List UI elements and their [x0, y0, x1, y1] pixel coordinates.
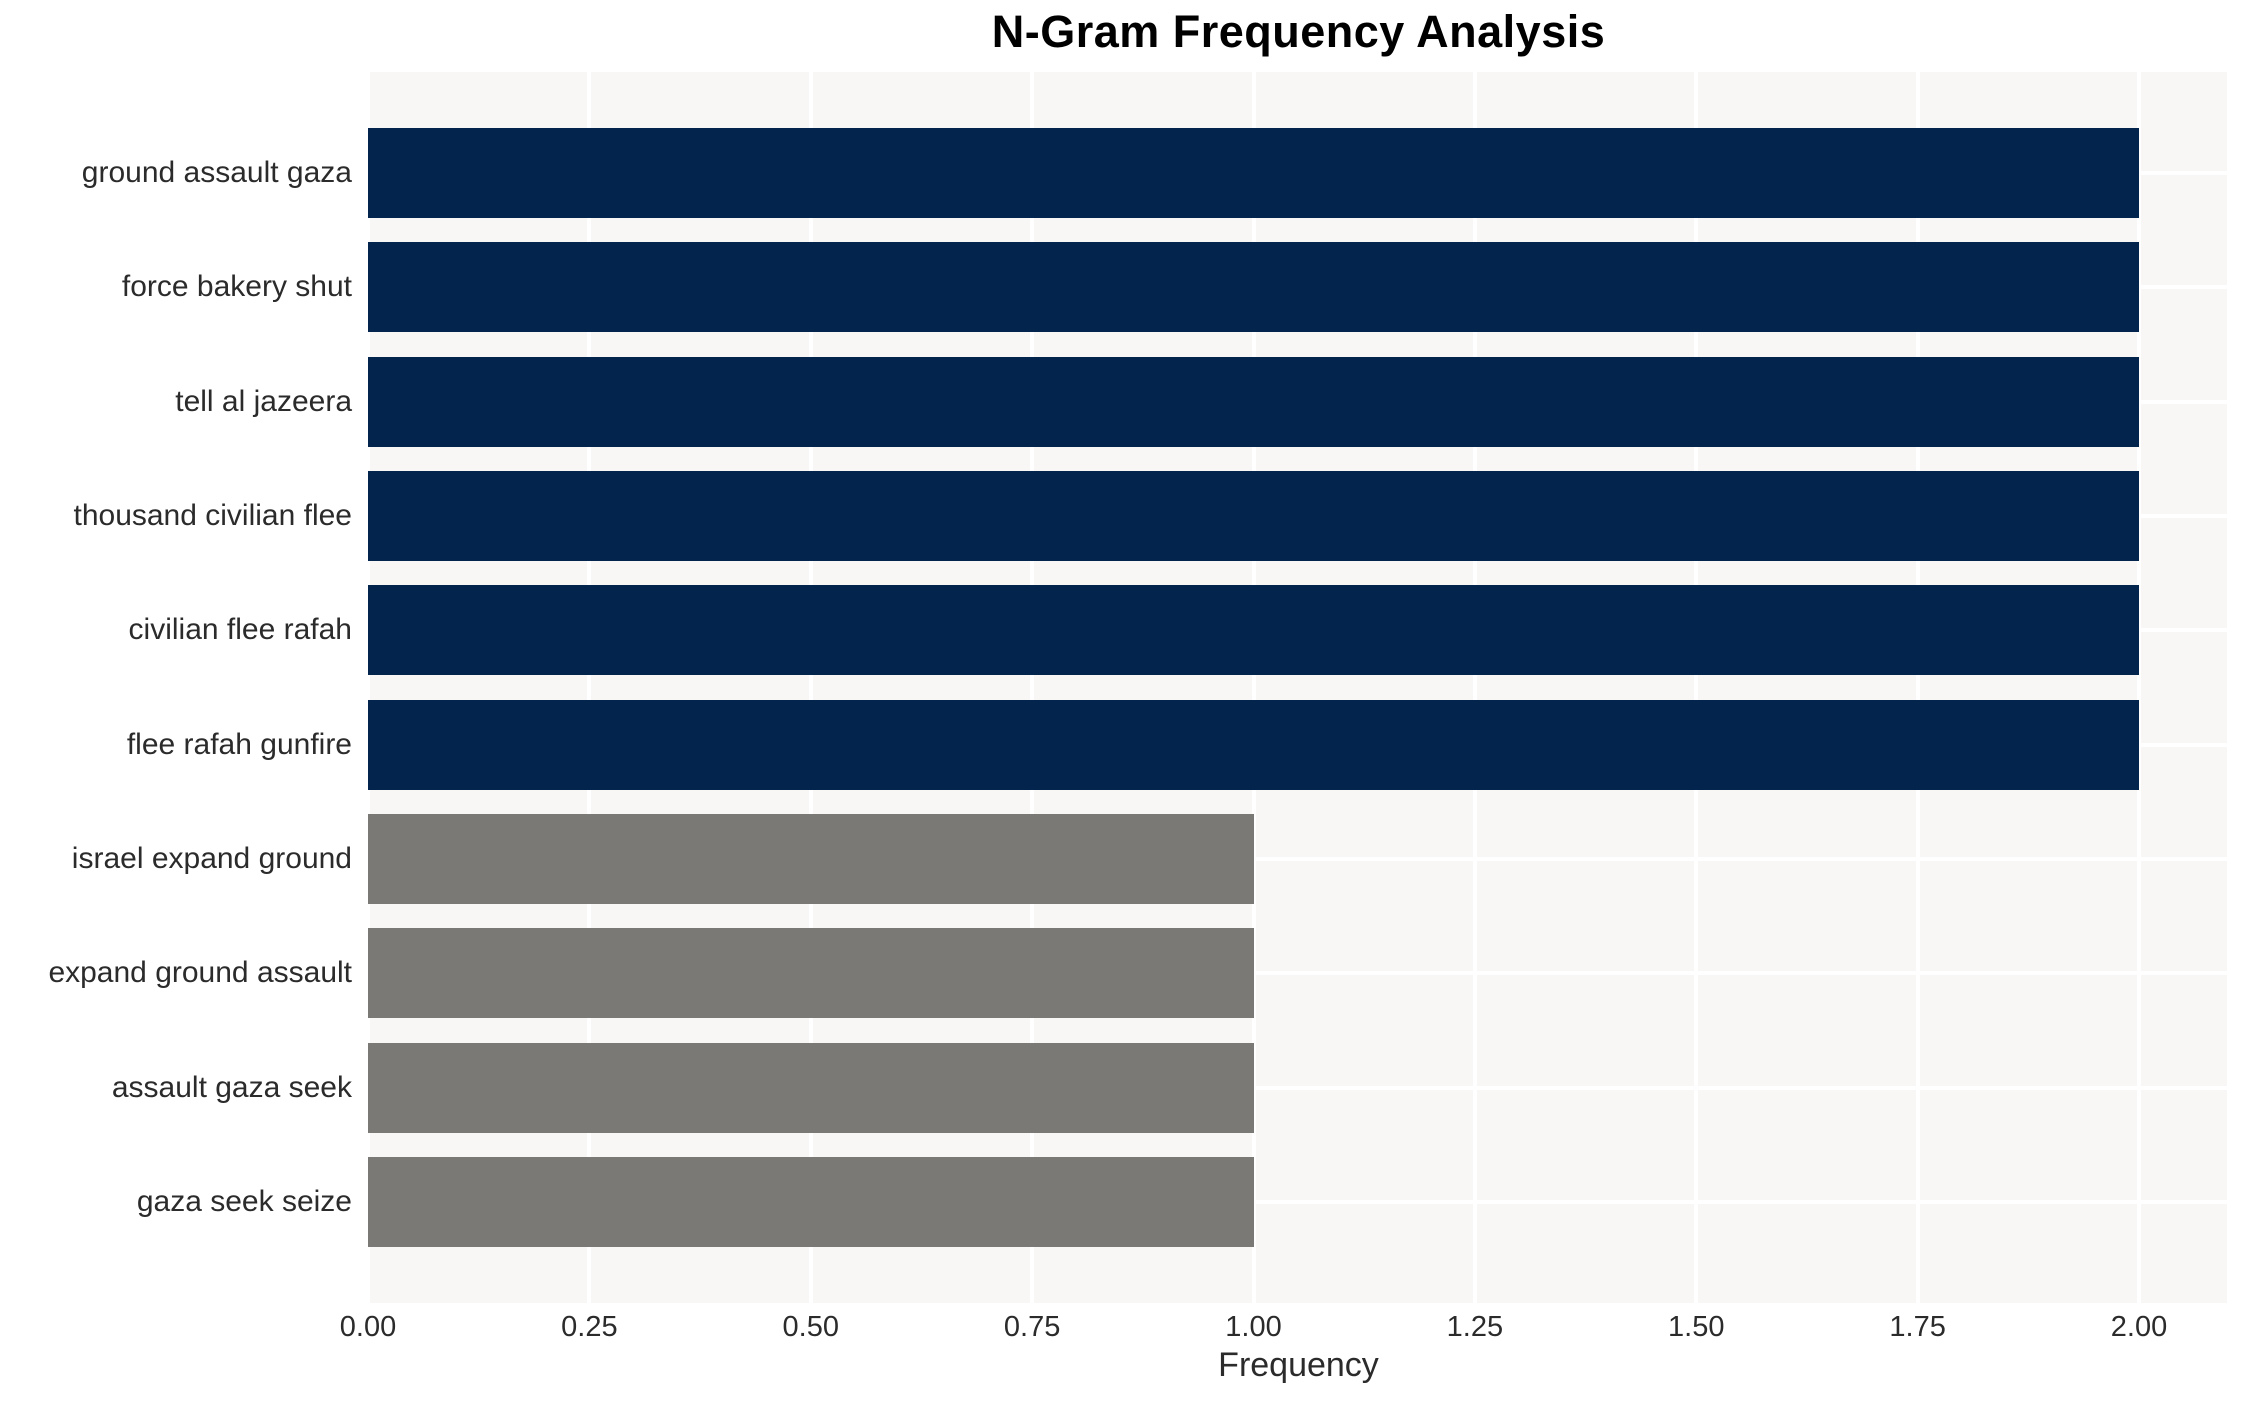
- gridline-horizontal: [368, 1085, 2227, 1090]
- gridline-horizontal: [368, 1199, 2227, 1204]
- y-tick-label: force bakery shut: [121, 270, 352, 304]
- bar: [368, 1042, 1254, 1133]
- gridline-vertical: [366, 72, 370, 1303]
- bar: [368, 1156, 1254, 1247]
- x-tick-label: 0.25: [561, 1311, 618, 1343]
- gridline-vertical: [1915, 72, 1920, 1303]
- plot-area: [366, 72, 2227, 1303]
- x-tick-label: 1.00: [1225, 1311, 1282, 1343]
- y-tick-label: gaza seek seize: [136, 1184, 352, 1218]
- x-tick-label: 0.75: [1003, 1311, 1061, 1343]
- x-tick-label: 1.75: [1889, 1311, 1946, 1343]
- x-tick-label: 1.50: [1668, 1311, 1725, 1343]
- x-tick-label: 0.50: [782, 1311, 839, 1343]
- bar: [368, 928, 1254, 1019]
- gridline-vertical: [1030, 72, 1035, 1303]
- gridline-vertical: [1251, 72, 1256, 1303]
- gridline-vertical: [808, 72, 813, 1303]
- gridline-vertical: [1694, 72, 1699, 1303]
- gridline-vertical: [587, 72, 592, 1303]
- x-tick-label: 1.25: [1446, 1311, 1504, 1343]
- chart-title: N-Gram Frequency Analysis: [991, 6, 1606, 57]
- y-tick-label: israel expand ground: [71, 841, 352, 875]
- y-tick-label: tell al jazeera: [175, 384, 352, 418]
- y-tick-label: flee rafah gunfire: [126, 727, 352, 761]
- gridline-horizontal: [368, 971, 2227, 976]
- y-tick-label: civilian flee rafah: [128, 613, 352, 647]
- bar: [368, 813, 1254, 904]
- y-tick-label: thousand civilian flee: [73, 498, 352, 532]
- y-tick-label: expand ground assault: [48, 956, 352, 990]
- bar: [368, 242, 2139, 333]
- bar: [368, 356, 2139, 447]
- bar: [368, 585, 2139, 676]
- y-tick-label: ground assault gaza: [81, 156, 352, 189]
- bar: [368, 128, 2139, 218]
- y-tick-label: assault gaza seek: [111, 1070, 352, 1104]
- x-axis-title: Frequency: [1218, 1346, 1379, 1384]
- x-tick-label: 2.00: [2110, 1311, 2168, 1343]
- gridline-horizontal: [368, 856, 2227, 861]
- x-tick-label: 0.00: [339, 1311, 397, 1343]
- bar: [368, 470, 2139, 561]
- gridline-vertical: [1472, 72, 1477, 1303]
- bar: [368, 699, 2139, 790]
- gridline-vertical: [2137, 72, 2141, 1303]
